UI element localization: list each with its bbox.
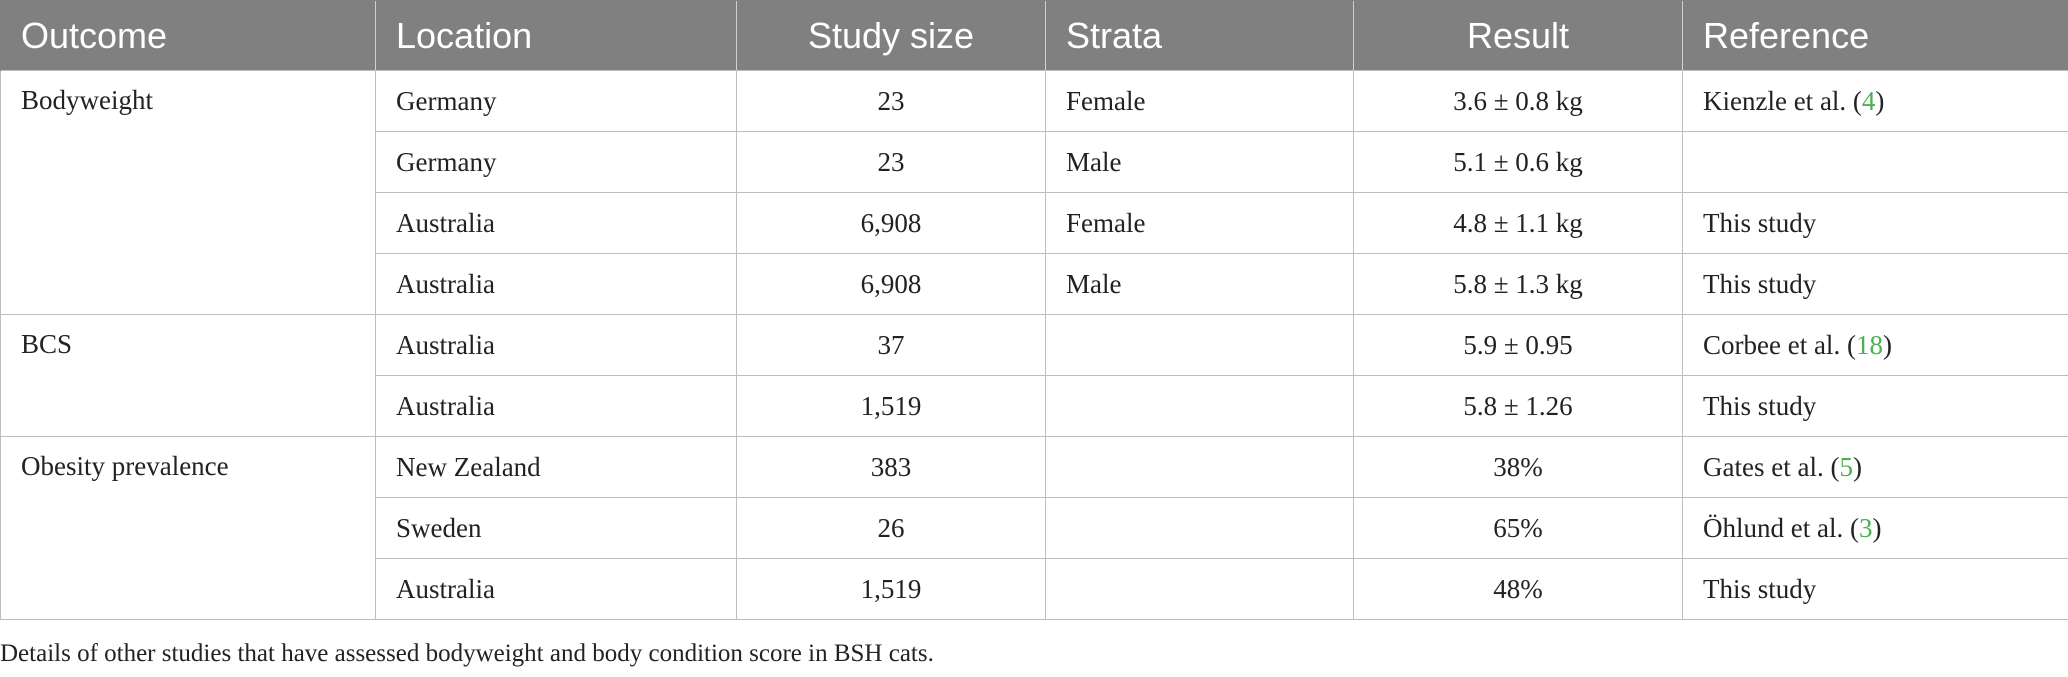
reference-link[interactable]: 3 [1858, 512, 1873, 543]
cell-strata [1045, 375, 1354, 437]
cell-strata [1045, 558, 1354, 620]
cell-study-size: 1,519 [736, 558, 1046, 620]
reference-close: ) [1852, 451, 1862, 482]
cell-result: 3.6 ± 0.8 kg [1353, 70, 1683, 132]
cell-location: Germany [375, 70, 737, 132]
reference-close: ) [1872, 512, 1882, 543]
cell-outcome: Obesity prevalence [0, 436, 376, 620]
cell-result: 5.8 ± 1.3 kg [1353, 253, 1683, 315]
cell-location: Australia [375, 253, 737, 315]
cell-strata: Male [1045, 253, 1354, 315]
cell-reference: This study [1682, 253, 2068, 315]
cell-reference: Öhlund et al. (3) [1682, 497, 2068, 559]
cell-strata: Female [1045, 192, 1354, 254]
reference-text: Gates et al. ( [1703, 451, 1840, 482]
reference-text: This study [1703, 573, 1817, 604]
cell-result: 5.1 ± 0.6 kg [1353, 131, 1683, 193]
cell-result: 5.8 ± 1.26 [1353, 375, 1683, 437]
cell-strata [1045, 497, 1354, 559]
table-body: Bodyweight Germany 23 Female 3.6 ± 0.8 kg Kie… [0, 70, 2068, 620]
cell-outcome: Bodyweight [0, 70, 376, 315]
header-result: Result [1353, 0, 1683, 71]
cell-location: New Zealand [375, 436, 737, 498]
reference-close: ) [1875, 85, 1885, 116]
cell-study-size: 6,908 [736, 253, 1046, 315]
cell-study-size: 23 [736, 131, 1046, 193]
cell-reference: This study [1682, 558, 2068, 620]
cell-location: Australia [375, 192, 737, 254]
cell-strata [1045, 314, 1354, 376]
header-outcome: Outcome [0, 0, 376, 71]
cell-result: 65% [1353, 497, 1683, 559]
cell-result: 5.9 ± 0.95 [1353, 314, 1683, 376]
cell-study-size: 23 [736, 70, 1046, 132]
table-row: Australia 6,908 Male 5.8 ± 1.3 kg This study [1, 253, 2068, 315]
table-row: Australia 1,519 5.8 ± 1.26 This study [1, 375, 2068, 437]
cell-location: Germany [375, 131, 737, 193]
reference-text: This study [1703, 390, 1817, 421]
reference-text: Öhlund et al. ( [1703, 512, 1859, 543]
table-row: Sweden 26 65% Öhlund et al. (3) [1, 497, 2068, 559]
cell-result: 48% [1353, 558, 1683, 620]
cell-reference [1682, 131, 2068, 193]
cell-location: Australia [375, 314, 737, 376]
reference-link[interactable]: 5 [1839, 451, 1853, 482]
reference-link[interactable]: 4 [1861, 85, 1876, 116]
cell-study-size: 26 [736, 497, 1046, 559]
header-row: Outcome Location Study size Strata Resul… [0, 0, 2068, 71]
cell-study-size: 6,908 [736, 192, 1046, 254]
table-row: Australia 6,908 Female 4.8 ± 1.1 kg This stu… [1, 192, 2068, 254]
header-study-size: Study size [736, 0, 1046, 71]
cell-reference: This study [1682, 375, 2068, 437]
cell-location: Australia [375, 558, 737, 620]
cell-location: Sweden [375, 497, 737, 559]
header-strata: Strata [1045, 0, 1354, 71]
table-header: Outcome Location Study size Strata Resul… [0, 0, 2068, 71]
cell-reference: This study [1682, 192, 2068, 254]
header-reference: Reference [1682, 0, 2068, 71]
cell-reference: Kienzle et al. (4) [1682, 70, 2068, 132]
cell-strata: Female [1045, 70, 1354, 132]
cell-strata: Male [1045, 131, 1354, 193]
header-location: Location [375, 0, 737, 71]
studies-table: Outcome Location Study size Strata Resul… [0, 0, 2068, 620]
cell-study-size: 1,519 [736, 375, 1046, 437]
reference-link[interactable]: 18 [1855, 329, 1883, 360]
cell-reference: Gates et al. (5) [1682, 436, 2068, 498]
reference-text: Kienzle et al. ( [1703, 85, 1862, 116]
table-row: Bodyweight Germany 23 Female 3.6 ± 0.8 kg Kie… [0, 70, 2068, 315]
cell-outcome: BCS [0, 314, 376, 437]
reference-text: This study [1703, 268, 1817, 299]
cell-result: 38% [1353, 436, 1683, 498]
table-row: Obesity prevalence New Zealand 383 38% Gates… [0, 436, 2068, 620]
cell-result: 4.8 ± 1.1 kg [1353, 192, 1683, 254]
reference-text: This study [1703, 207, 1817, 238]
table-caption: Details of other studies that have asses… [0, 640, 934, 667]
reference-close: ) [1882, 329, 1892, 360]
table-row: Australia 1,519 48% This study [1, 558, 2068, 620]
cell-strata [1045, 436, 1354, 498]
cell-location: Australia [375, 375, 737, 437]
reference-text: Corbee et al. ( [1703, 329, 1856, 360]
cell-reference: Corbee et al. (18) [1682, 314, 2068, 376]
cell-study-size: 383 [736, 436, 1046, 498]
cell-study-size: 37 [736, 314, 1046, 376]
table-row: BCS Australia 37 5.9 ± 0.95 Corbee et al. (1… [0, 314, 2068, 437]
